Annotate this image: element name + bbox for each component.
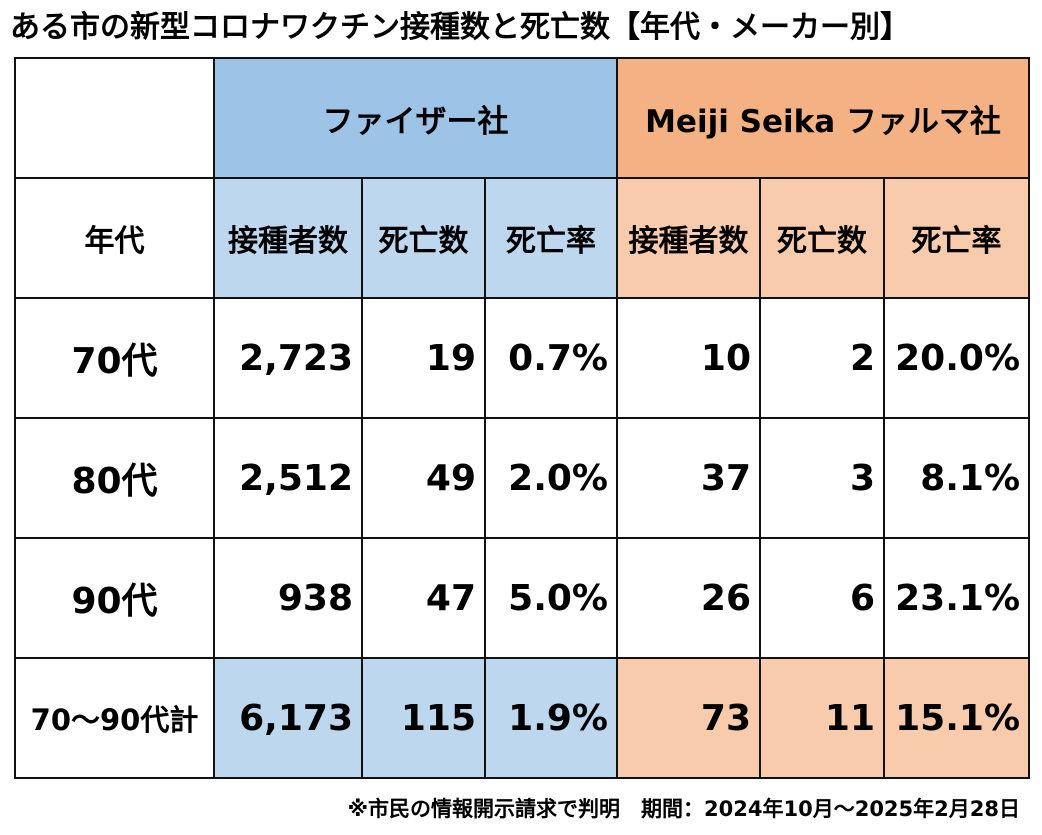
corner-cell — [14, 57, 215, 179]
total-row-label: 70～90代計 — [14, 657, 215, 779]
maker-header-pfizer: ファイザー社 — [213, 57, 618, 179]
cell-pfizer-vaccinated: 938 — [213, 537, 363, 659]
col-header-meiji-deaths: 死亡数 — [759, 177, 885, 299]
col-header-pfizer-death-rate: 死亡率 — [484, 177, 618, 299]
cell-pfizer-vaccinated: 2,512 — [213, 417, 363, 539]
row-label-age: 70代 — [14, 297, 215, 419]
table-row: 90代 938 47 5.0% 26 6 23.1% — [14, 537, 1031, 659]
total-meiji-death-rate: 15.1% — [882, 657, 1031, 779]
cell-pfizer-deaths: 19 — [361, 297, 486, 419]
table-row: 70代 2,723 19 0.7% 10 2 20.0% — [14, 297, 1031, 419]
total-pfizer-vaccinated: 6,173 — [213, 657, 363, 779]
cell-pfizer-vaccinated: 2,723 — [213, 297, 363, 419]
cell-meiji-death-rate: 20.0% — [882, 297, 1031, 419]
source-note: ※市民の情報開示請求で判明 期間：2024年10月～2025年2月28日 — [347, 797, 1020, 821]
col-header-pfizer-vaccinated: 接種者数 — [213, 177, 363, 299]
cell-meiji-deaths: 6 — [759, 537, 885, 659]
col-header-meiji-death-rate: 死亡率 — [882, 177, 1031, 299]
data-table: ファイザー社 Meiji Seika ファルマ社 年代 接種者数 死亡数 死亡率… — [14, 57, 1031, 779]
cell-pfizer-deaths: 49 — [361, 417, 486, 539]
cell-meiji-deaths: 2 — [759, 297, 885, 419]
cell-meiji-death-rate: 8.1% — [882, 417, 1031, 539]
column-header-row: 年代 接種者数 死亡数 死亡率 接種者数 死亡数 死亡率 — [14, 177, 1031, 299]
total-meiji-vaccinated: 73 — [616, 657, 761, 779]
cell-meiji-vaccinated: 26 — [616, 537, 761, 659]
row-label-age: 80代 — [14, 417, 215, 539]
cell-pfizer-death-rate: 0.7% — [484, 297, 618, 419]
total-pfizer-deaths: 115 — [361, 657, 486, 779]
row-label-age: 90代 — [14, 537, 215, 659]
table-row: 80代 2,512 49 2.0% 37 3 8.1% — [14, 417, 1031, 539]
chart-title: ある市の新型コロナワクチン接種数と死亡数【年代・メーカー別】 — [10, 10, 910, 45]
cell-meiji-vaccinated: 37 — [616, 417, 761, 539]
row-header-label: 年代 — [14, 177, 215, 299]
cell-pfizer-death-rate: 2.0% — [484, 417, 618, 539]
maker-header-meiji-seika: Meiji Seika ファルマ社 — [615, 57, 1031, 179]
col-header-meiji-vaccinated: 接種者数 — [616, 177, 761, 299]
cell-meiji-death-rate: 23.1% — [882, 537, 1031, 659]
cell-meiji-deaths: 3 — [759, 417, 885, 539]
total-meiji-deaths: 11 — [759, 657, 885, 779]
total-row: 70～90代計 6,173 115 1.9% 73 11 15.1% — [14, 657, 1031, 779]
cell-pfizer-death-rate: 5.0% — [484, 537, 618, 659]
cell-pfizer-deaths: 47 — [361, 537, 486, 659]
cell-meiji-vaccinated: 10 — [616, 297, 761, 419]
total-pfizer-death-rate: 1.9% — [484, 657, 618, 779]
maker-header-row: ファイザー社 Meiji Seika ファルマ社 — [14, 57, 1031, 179]
col-header-pfizer-deaths: 死亡数 — [361, 177, 486, 299]
